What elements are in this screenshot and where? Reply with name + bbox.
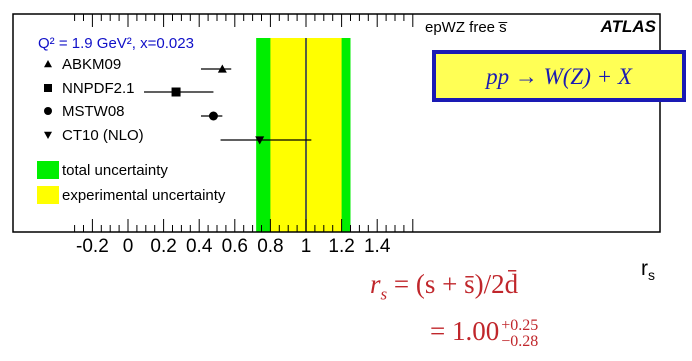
x-axis-title-sub: s bbox=[648, 267, 655, 284]
legend-label: experimental uncertainty bbox=[62, 187, 226, 204]
point-mstw08 bbox=[208, 111, 218, 121]
central-value-label: epWZ free s̅ bbox=[425, 19, 508, 36]
legend-marker-mstw08 bbox=[44, 107, 52, 115]
point-nnpdf2-1 bbox=[171, 87, 181, 97]
x-axis-title: rs bbox=[641, 257, 655, 283]
x-tick-label: 1 bbox=[301, 236, 312, 257]
x-tick-label: 0.8 bbox=[257, 236, 283, 257]
legend-label: total uncertainty bbox=[62, 162, 168, 179]
process-label: pp → W(Z) + X bbox=[484, 64, 633, 89]
result-lhs: r bbox=[370, 269, 381, 299]
data-points bbox=[144, 64, 312, 145]
x-tick-label: 0.2 bbox=[150, 236, 176, 257]
legend-label: ABKM09 bbox=[62, 56, 121, 73]
x-tick-label: 0.6 bbox=[222, 236, 248, 257]
legend-marker-abkm09 bbox=[44, 60, 52, 68]
x-axis-ticks: -0.2 0 0.2 0.4 0.6 0.8 1 1.2 1.4 bbox=[74, 14, 414, 257]
x-tick-label: -0.2 bbox=[76, 236, 109, 257]
result-value: = 1.00 bbox=[430, 316, 500, 346]
x-tick-label: 0.4 bbox=[186, 236, 213, 257]
kinematics-label: Q² = 1.9 GeV², x=0.023 bbox=[38, 35, 194, 52]
chart-plot: -0.2 0 0.2 0.4 0.6 0.8 1 1.2 1.4 ABKM09 NNPDF2.1 M… bbox=[12, 13, 686, 257]
result-errors: +0.25 −0.28 bbox=[501, 316, 539, 350]
x-tick-label: 0 bbox=[123, 236, 134, 257]
process-box: pp → W(Z) + X bbox=[432, 50, 686, 102]
legend-label: NNPDF2.1 bbox=[62, 80, 135, 97]
point-abkm09 bbox=[217, 64, 227, 73]
legend-swatch bbox=[37, 186, 59, 204]
legend-label: MSTW08 bbox=[62, 103, 125, 120]
legend-marker-nnpdf2-1 bbox=[44, 84, 52, 92]
x-tick-label: 1.4 bbox=[364, 236, 391, 257]
legend-marker-ct10-nlo- bbox=[44, 131, 52, 139]
point-ct10-nlo- bbox=[255, 136, 265, 145]
x-axis-title-main: r bbox=[641, 257, 648, 280]
plot-frame bbox=[12, 13, 661, 233]
result-err-down: −0.28 bbox=[501, 332, 539, 350]
result-formula-line1: rs = (s + s̄)/2d̄ bbox=[370, 269, 518, 304]
atlas-label: ATLAS bbox=[600, 17, 657, 36]
x-tick-label: 1.2 bbox=[328, 236, 354, 257]
legend: ABKM09 NNPDF2.1 MSTW08 CT10 (NLO) total unce… bbox=[37, 56, 226, 204]
legend-label: CT10 (NLO) bbox=[62, 127, 144, 144]
uncertainty-bands bbox=[256, 38, 351, 232]
result-rhs: = (s + s̄)/2d̄ bbox=[393, 269, 519, 299]
result-lhs-sub: s bbox=[380, 284, 388, 304]
legend-swatch bbox=[37, 161, 59, 179]
result-err-up: +0.25 bbox=[501, 316, 539, 334]
result-formula-line2: = 1.00 +0.25 −0.28 bbox=[430, 316, 538, 350]
